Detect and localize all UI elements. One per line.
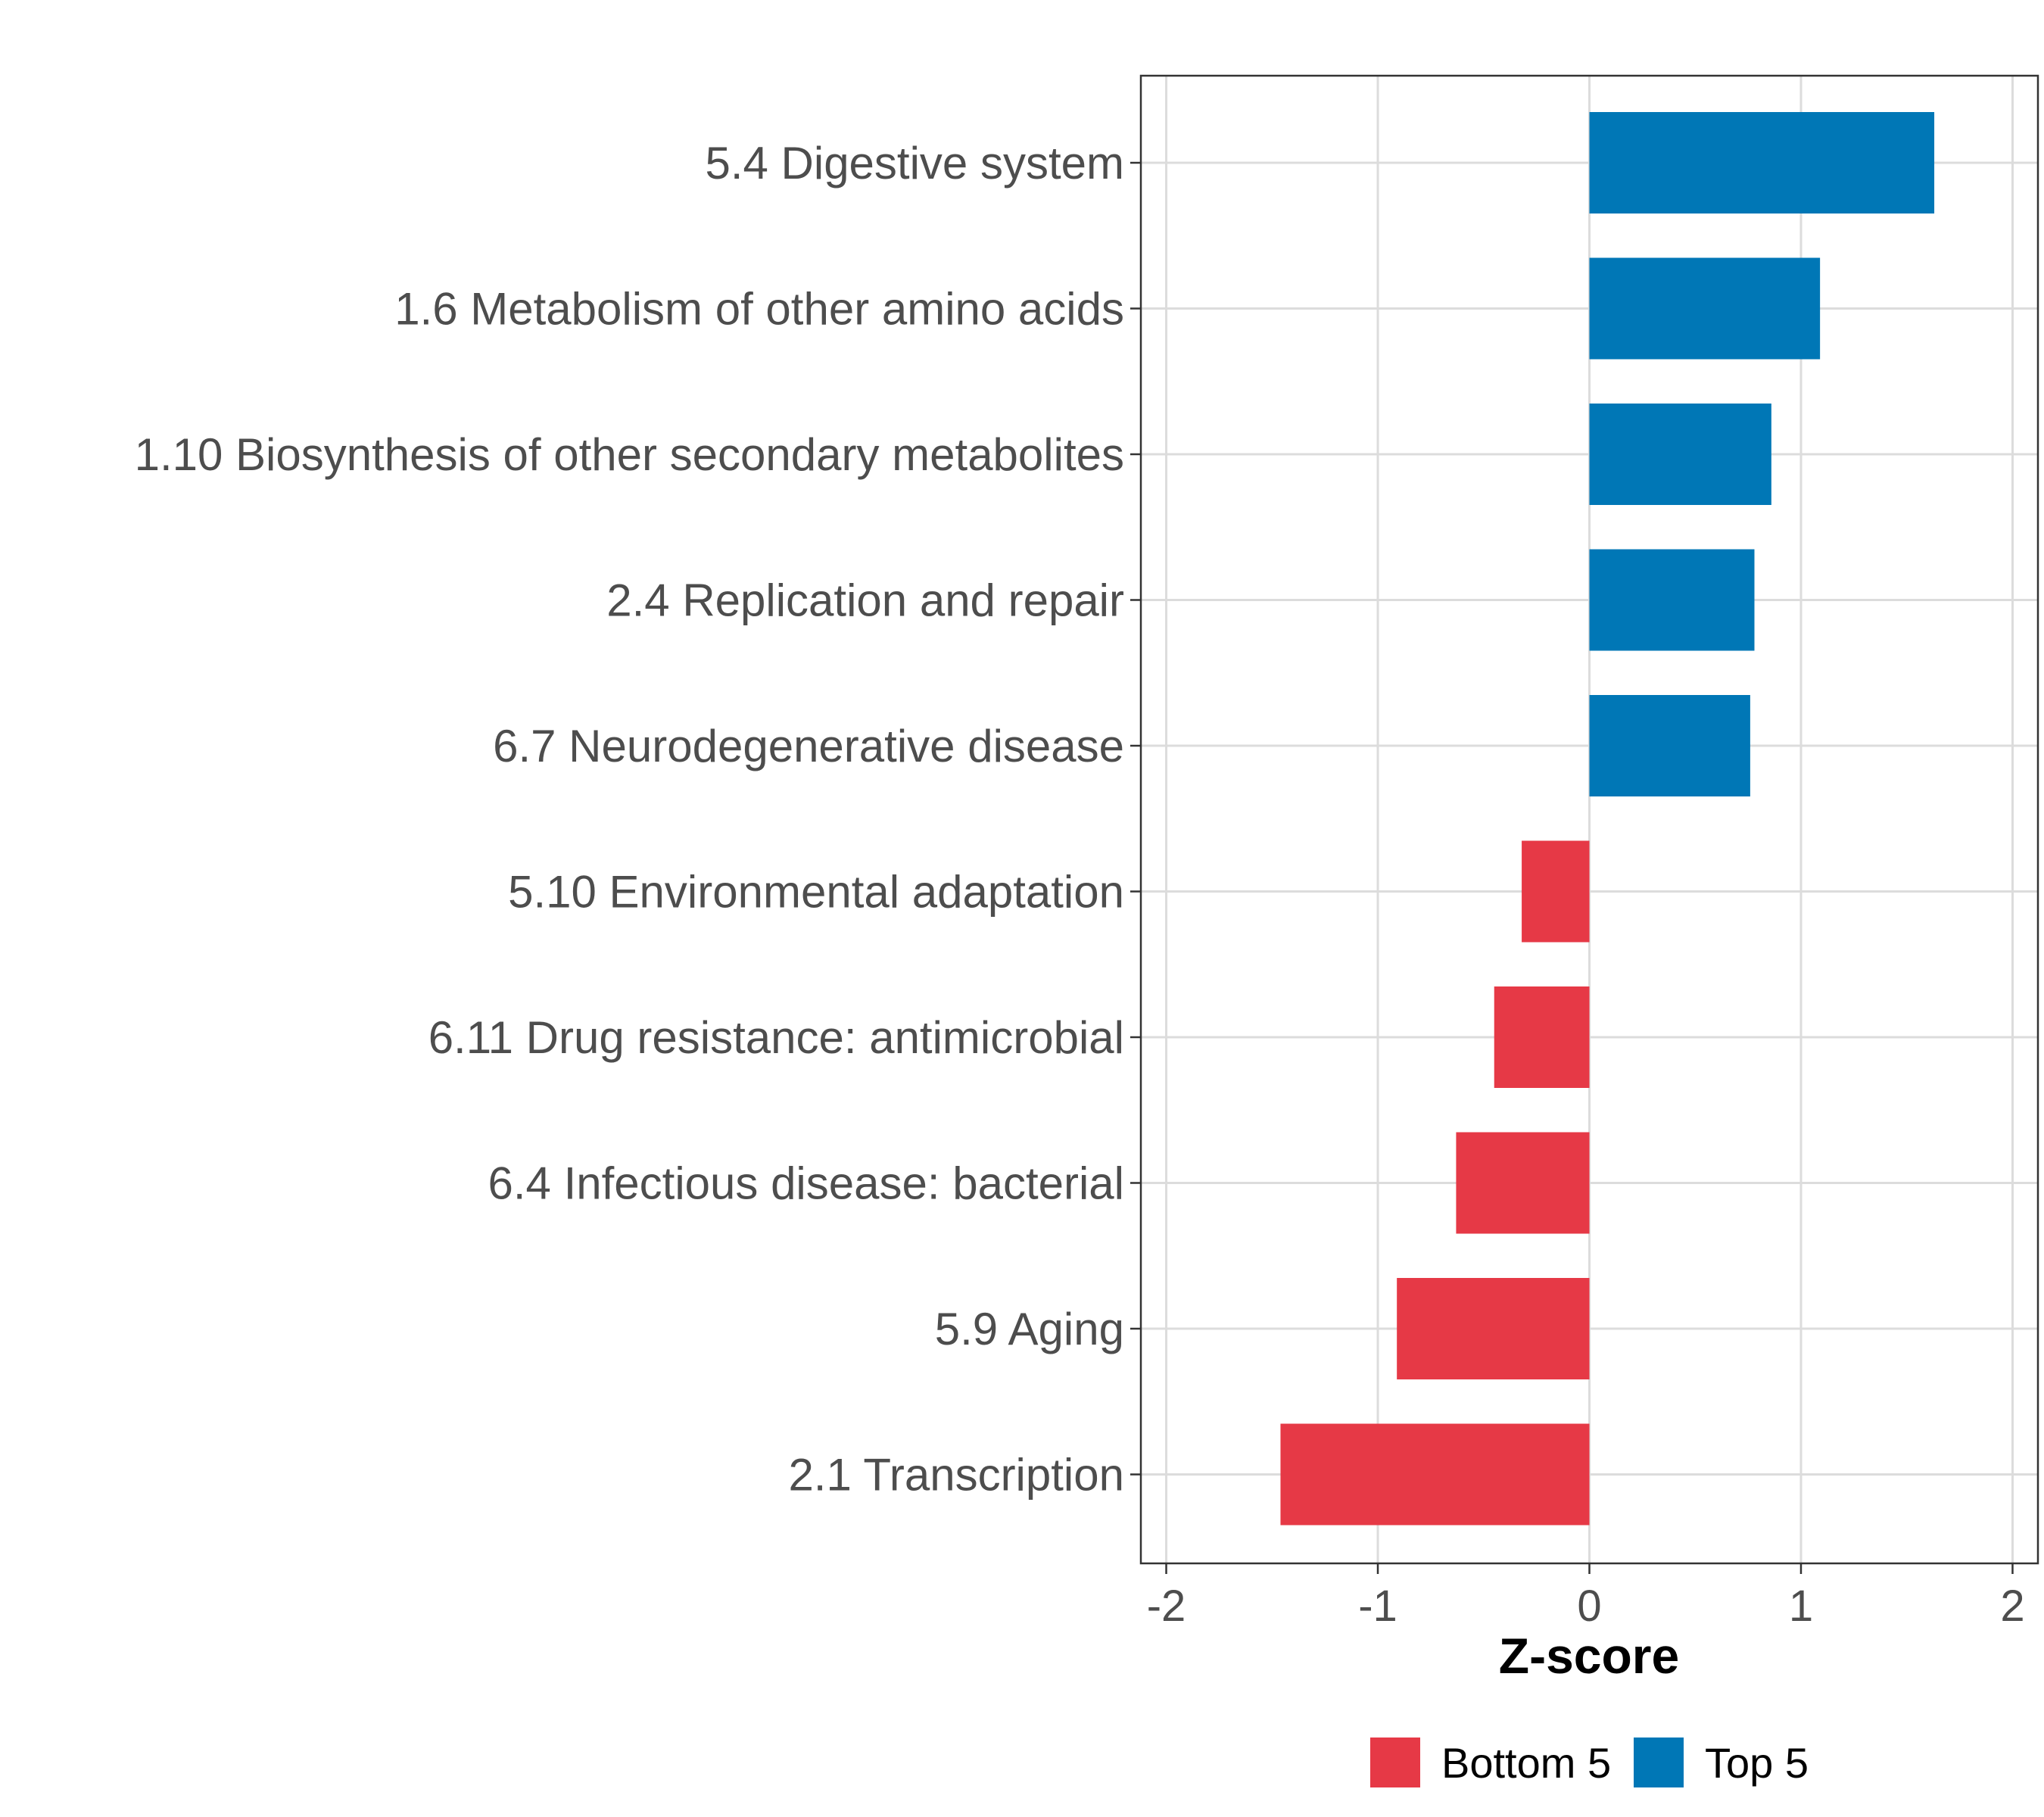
legend-label: Bottom 5 bbox=[1441, 1739, 1611, 1787]
bar bbox=[1589, 695, 1750, 796]
legend: Bottom 5 Top 5 bbox=[1370, 1738, 1809, 1787]
category-label: 5.4 Digestive system bbox=[705, 138, 1124, 189]
x-tick-label: 1 bbox=[1789, 1582, 1813, 1631]
category-label: 5.10 Environmental adaptation bbox=[508, 867, 1124, 918]
bar bbox=[1494, 986, 1590, 1088]
legend-swatch bbox=[1634, 1738, 1684, 1787]
y-axis-labels: 5.4 Digestive system 1.6 Metabolism of ot… bbox=[135, 138, 1124, 1501]
category-label: 5.9 Aging bbox=[935, 1304, 1124, 1354]
bar bbox=[1522, 840, 1590, 943]
category-label: 2.4 Replication and repair bbox=[606, 575, 1124, 626]
x-tick-label: 2 bbox=[2000, 1582, 2024, 1631]
bar bbox=[1397, 1278, 1590, 1379]
category-label: 6.11 Drug resistance: antimicrobial bbox=[428, 1012, 1124, 1063]
bar bbox=[1589, 257, 1821, 360]
x-axis-ticks bbox=[1165, 1563, 2014, 1574]
bar bbox=[1589, 404, 1771, 505]
category-label: 1.10 Biosynthesis of other secondary met… bbox=[135, 429, 1124, 480]
category-label: 2.1 Transcription bbox=[788, 1450, 1124, 1501]
bar bbox=[1589, 112, 1935, 213]
x-axis-labels: -2 -1 0 1 2 bbox=[1147, 1582, 2025, 1631]
category-label: 1.6 Metabolism of other amino acids bbox=[394, 284, 1124, 335]
legend-label: Top 5 bbox=[1705, 1739, 1809, 1787]
legend-swatch bbox=[1370, 1738, 1420, 1787]
category-label: 6.4 Infectious disease: bacterial bbox=[488, 1158, 1125, 1209]
bar bbox=[1589, 549, 1755, 651]
y-axis-ticks bbox=[1130, 161, 1141, 1476]
x-tick-label: -2 bbox=[1147, 1582, 1186, 1631]
x-tick-label: 0 bbox=[1577, 1582, 1601, 1631]
category-label: 6.7 Neurodegenerative disease bbox=[493, 721, 1124, 771]
bars bbox=[1280, 112, 1935, 1526]
x-tick-label: -1 bbox=[1358, 1582, 1397, 1631]
bar bbox=[1456, 1132, 1590, 1234]
bar bbox=[1280, 1423, 1590, 1526]
x-axis-title: Z-score bbox=[1499, 1628, 1679, 1684]
